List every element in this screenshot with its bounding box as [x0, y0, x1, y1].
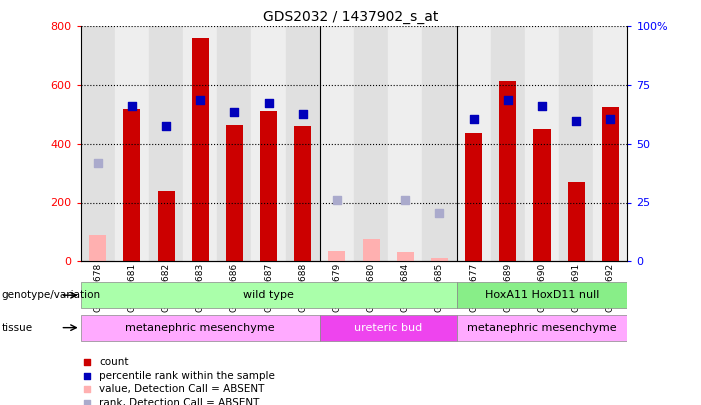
Point [126, 102, 137, 109]
Point [536, 102, 547, 109]
Bar [191, 38, 209, 261]
Bar [320, 315, 456, 341]
Bar [456, 282, 627, 308]
Text: metanephric mesenchyme: metanephric mesenchyme [467, 323, 617, 333]
Bar [362, 239, 380, 261]
Bar [491, 26, 525, 261]
Text: HoxA11 HoxD11 null: HoxA11 HoxD11 null [485, 290, 599, 300]
Bar [422, 26, 456, 261]
Text: genotype/variation: genotype/variation [1, 290, 100, 300]
Point [229, 109, 240, 115]
Bar [525, 26, 559, 261]
Bar [320, 26, 354, 261]
Point [400, 197, 411, 203]
Bar [81, 315, 320, 341]
Bar [89, 235, 107, 261]
Bar [601, 107, 619, 261]
Bar [456, 315, 627, 341]
Bar [115, 26, 149, 261]
Bar [226, 125, 243, 261]
Bar [294, 126, 311, 261]
Point [263, 100, 274, 107]
Bar [149, 26, 183, 261]
Bar [252, 26, 286, 261]
Point [92, 160, 103, 166]
Bar [397, 252, 414, 261]
Point [374, 373, 385, 380]
Text: percentile rank within the sample: percentile rank within the sample [100, 371, 275, 381]
Bar [593, 26, 627, 261]
Text: rank, Detection Call = ABSENT: rank, Detection Call = ABSENT [100, 398, 259, 405]
Bar [465, 134, 482, 261]
Text: tissue: tissue [1, 323, 32, 333]
Text: value, Detection Call = ABSENT: value, Detection Call = ABSENT [100, 384, 265, 394]
Point [374, 0, 385, 6]
Point [434, 210, 445, 217]
Bar [81, 282, 456, 308]
Bar [217, 26, 252, 261]
Point [332, 197, 343, 203]
Bar [388, 26, 422, 261]
Point [195, 97, 206, 104]
Text: ureteric bud: ureteric bud [354, 323, 422, 333]
Text: metanephric mesenchyme: metanephric mesenchyme [125, 323, 275, 333]
Point [161, 123, 172, 130]
Point [297, 111, 308, 118]
Point [374, 249, 385, 256]
Point [468, 116, 479, 123]
Point [605, 116, 616, 123]
Bar [559, 26, 593, 261]
Point [571, 118, 582, 125]
Bar [328, 251, 346, 261]
Bar [158, 191, 175, 261]
Bar [354, 26, 388, 261]
Point [502, 97, 513, 104]
Bar [260, 111, 277, 261]
Bar [568, 182, 585, 261]
Bar [123, 109, 140, 261]
Bar [533, 129, 550, 261]
Bar [183, 26, 217, 261]
Point [374, 124, 385, 131]
Text: wild type: wild type [243, 290, 294, 300]
Text: count: count [100, 357, 129, 367]
Text: GDS2032 / 1437902_s_at: GDS2032 / 1437902_s_at [263, 10, 438, 24]
Bar [456, 26, 491, 261]
Bar [431, 258, 448, 261]
Bar [81, 26, 115, 261]
Bar [286, 26, 320, 261]
Bar [499, 81, 517, 261]
